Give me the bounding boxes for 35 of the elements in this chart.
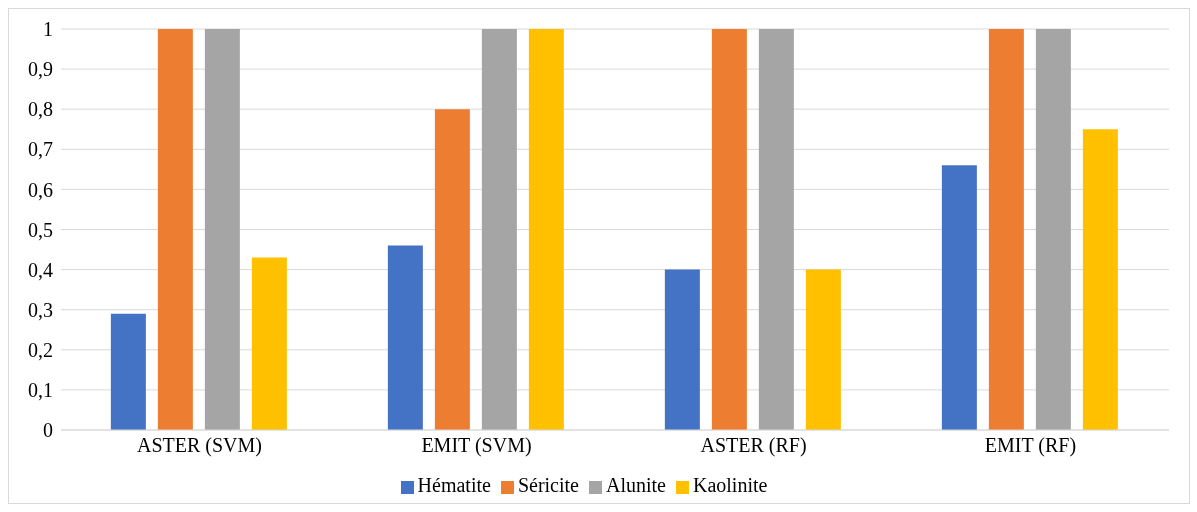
legend-label: Hématite [417,474,491,496]
bar [157,29,193,430]
bar [805,269,841,430]
y-tick-label: 0,6 [28,178,53,201]
legend-label: Séricite [517,474,579,496]
y-tick-label: 0,4 [28,258,53,281]
bar [528,29,564,430]
x-tick-label: EMIT (SVM) [421,434,532,458]
y-tick-label: 0,1 [28,379,53,401]
y-tick-label: 0,3 [28,298,53,321]
bar [758,29,794,430]
y-tick-label: 0,8 [28,98,53,121]
bar [434,109,470,430]
x-tick-label: ASTER (SVM) [136,434,263,458]
x-tick-label: EMIT (RF) [984,434,1077,458]
y-tick-label: 0 [43,419,53,442]
bar [481,29,517,430]
legend-label: Alunite [605,474,666,496]
x-tick-label: ASTER (RF) [700,434,807,458]
bar [1082,129,1118,430]
bar [988,29,1024,430]
y-tick-label: 0,5 [28,218,53,241]
y-tick-label: 0,2 [28,338,53,361]
bar [941,165,977,430]
bar [251,257,287,430]
bar [204,29,240,430]
bar [1035,29,1071,430]
y-tick-label: 0,7 [28,138,53,161]
bar [110,313,146,430]
bar [664,269,700,430]
bar [711,29,747,430]
y-tick-label: 0,9 [28,58,53,81]
legend-label: Kaolinite [692,474,768,496]
y-tick-label: 1 [43,18,53,41]
bar [387,245,423,430]
